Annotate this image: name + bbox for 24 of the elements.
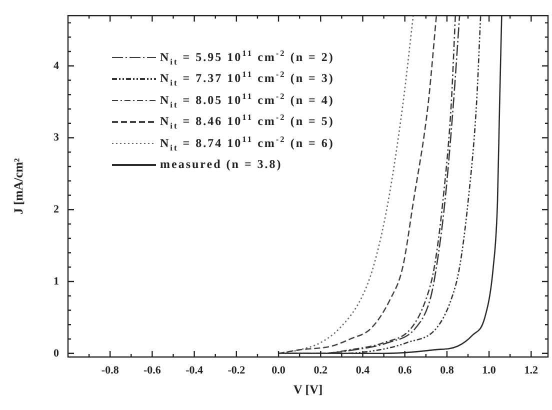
legend-label: N$_{it}$ = 8.46 10$^{11}$ cm$^{-2}$ (n = 5) <box>160 113 334 131</box>
legend-label: N$_{it}$ = 5.95 10$^{11}$ cm$^{-2}$ (n = 2) <box>160 48 334 66</box>
x-tick-label: -0.2 <box>228 364 246 376</box>
x-tick-label: -0.4 <box>186 364 204 376</box>
y-tick-label: 3 <box>54 132 60 144</box>
legend-label: measured (n = 3.8) <box>160 157 282 172</box>
legend-label: N$_{it}$ = 8.05 10$^{11}$ cm$^{-2}$ (n = 4) <box>160 92 334 110</box>
x-tick-label: 1.2 <box>524 364 539 376</box>
legend-label: N$_{it}$ = 8.74 10$^{11}$ cm$^{-2}$ (n = 6) <box>160 134 334 152</box>
x-tick-label: 0.8 <box>440 364 454 376</box>
x-tick-label: 0.6 <box>398 364 412 376</box>
y-tick-label: 0 <box>54 347 60 360</box>
x-tick-label: 1.0 <box>482 364 496 376</box>
x-tick-label: -0.8 <box>101 364 120 376</box>
x-tick-label: 0.0 <box>272 364 286 376</box>
x-tick-label: 0.4 <box>356 364 370 376</box>
y-tick-label: 2 <box>54 204 60 216</box>
y-tick-label: 1 <box>54 275 59 288</box>
y-tick-label: 4 <box>54 60 60 72</box>
y-axis-title: J [mA/cm² <box>12 158 26 214</box>
legend-label: N$_{it}$ = 7.37 10$^{11}$ cm$^{-2}$ (n = 3) <box>160 70 334 88</box>
x-tick-label: -0.6 <box>144 364 162 376</box>
x-axis-title: V [V] <box>293 382 323 397</box>
x-tick-label: 0.2 <box>314 364 328 376</box>
